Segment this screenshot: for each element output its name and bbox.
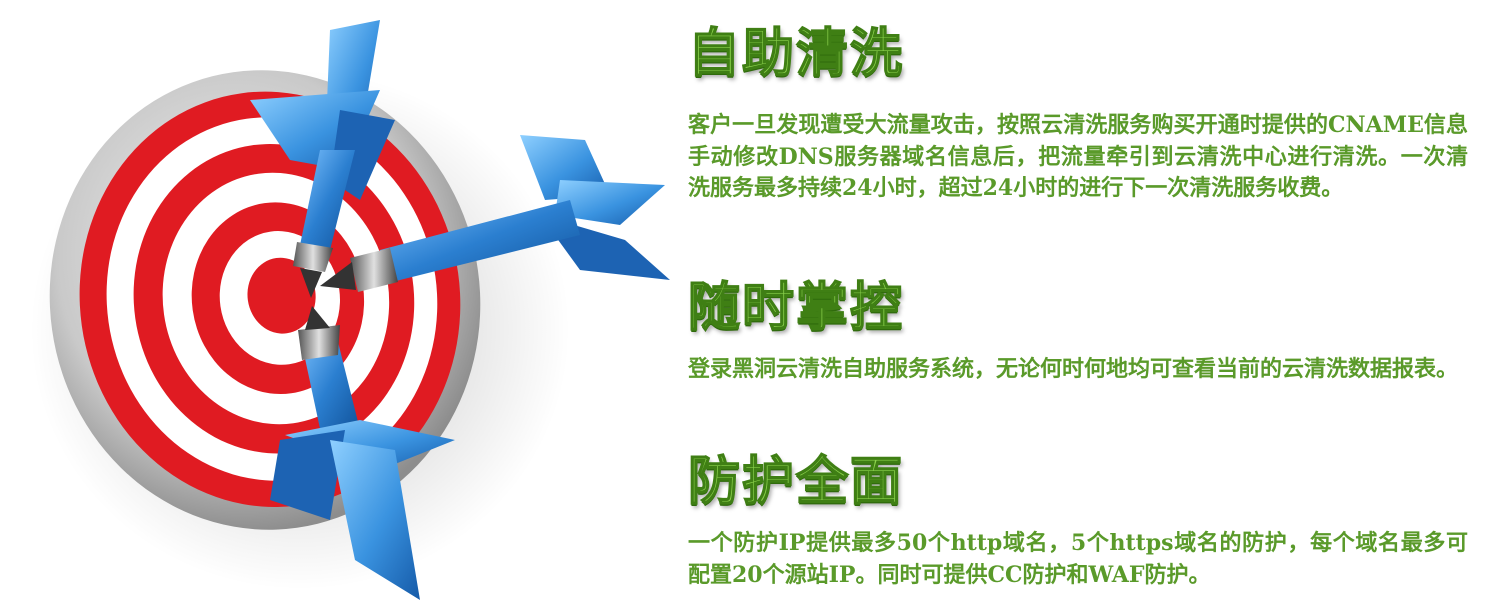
dart-bottom-fin-right <box>285 420 455 470</box>
dart-top <box>250 20 395 298</box>
dartboard-illustration <box>30 20 670 600</box>
dart-bottom-fin-back <box>330 440 420 600</box>
dart-top-tip <box>300 268 322 298</box>
dart-bottom-fin-left <box>270 430 345 520</box>
dart-right-tip <box>320 262 356 290</box>
dart-right <box>320 135 670 292</box>
feature-self-service: 自助清洗 客户一旦发现遭受大流量攻击，按照云清洗服务购买开通时提供的CNAME信… <box>687 22 1468 205</box>
dart-right-fin-back <box>555 180 665 225</box>
dart-right-grip <box>350 248 398 292</box>
dart-right-barrel <box>380 200 580 282</box>
feature-title: 随时掌控 <box>687 277 905 339</box>
feature-description: 客户一旦发现遭受大流量攻击，按照云清洗服务购买开通时提供的CNAME信息手动修改… <box>688 112 1468 201</box>
dart-bottom <box>270 306 455 600</box>
dart-bottom-tip <box>305 306 330 330</box>
feature-description: 登录黑洞云清洗自助服务系统，无论何时何地均可查看当前的云清洗数据报表。 <box>688 356 1459 382</box>
feature-description: 一个防护IP提供最多50个http域名，5个https域名的防护，每个域名最多可… <box>688 530 1468 588</box>
dart-top-grip <box>293 242 333 272</box>
dart-top-barrel <box>300 150 355 250</box>
dart-bottom-grip <box>298 325 340 360</box>
bullseye <box>247 257 316 334</box>
feature-realtime-control: 随时掌控 登录黑洞云清洗自助服务系统，无论何时何地均可查看当前的云清洗数据报表。 <box>687 276 1468 386</box>
feature-title: 自助清洗 <box>687 23 905 85</box>
feature-full-protection: 防护全面 一个防护IP提供最多50个http域名，5个https域名的防护，每个… <box>687 450 1468 591</box>
feature-title: 防护全面 <box>687 451 905 513</box>
